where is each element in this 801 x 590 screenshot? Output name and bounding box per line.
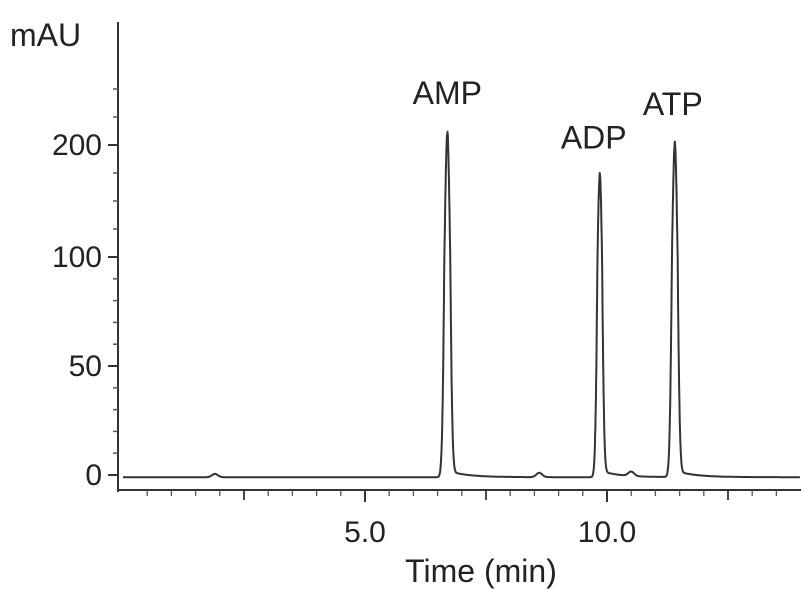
y-tick-label: 100 xyxy=(52,241,102,274)
x-axis-title: Time (min) xyxy=(405,553,557,589)
peak-label-atp: ATP xyxy=(643,86,703,122)
y-tick-label: 50 xyxy=(69,350,102,383)
peak-label-amp: AMP xyxy=(413,75,482,111)
y-tick-label: 200 xyxy=(52,129,102,162)
x-tick-label: 5.0 xyxy=(344,516,386,549)
peak-label-adp: ADP xyxy=(561,119,627,155)
peak-labels: AMP ADP ATP xyxy=(413,75,703,156)
y-ticks: 0 50 100 200 xyxy=(52,129,118,492)
x-ticks: 5.0 10.0 xyxy=(243,490,729,549)
x-minor-ticks xyxy=(146,490,778,496)
chromatogram-trace xyxy=(122,130,801,479)
y-axis-title: mAU xyxy=(10,17,81,53)
x-tick-label: 10.0 xyxy=(578,516,636,549)
y-tick-label: 0 xyxy=(85,459,102,492)
y-minor-ticks xyxy=(113,88,118,454)
